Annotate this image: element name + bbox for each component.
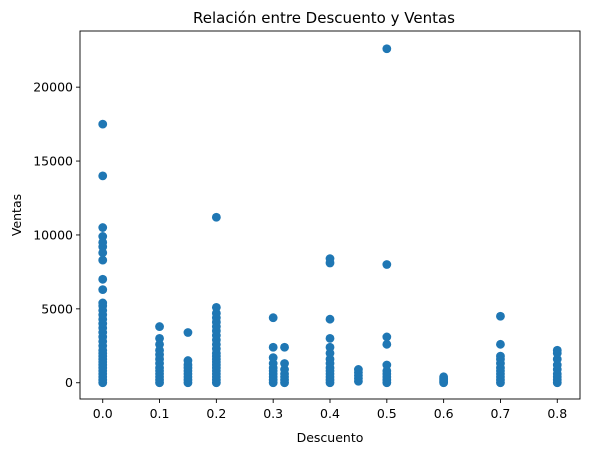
data-point (382, 339, 392, 349)
data-point (98, 223, 108, 232)
y-tick-label: 5000 (41, 301, 73, 316)
data-point (268, 313, 278, 323)
data-point (211, 302, 221, 312)
x-tick-label: 0.8 (547, 406, 567, 421)
data-point (325, 342, 335, 352)
x-tick-label: 0.1 (150, 406, 170, 421)
chart-title: Relación entre Descuento y Ventas (193, 9, 455, 27)
data-point (325, 254, 335, 263)
x-axis-label: Descuento (297, 430, 364, 445)
data-point (280, 342, 289, 352)
data-point (98, 232, 108, 241)
data-point (98, 285, 108, 295)
data-point (496, 339, 505, 349)
data-point (211, 212, 221, 222)
data-point (552, 345, 562, 355)
data-point (268, 353, 278, 363)
data-point (325, 314, 335, 324)
data-point (382, 260, 392, 269)
y-axis-ticks: 0 5000 10000 15000 20000 (33, 80, 80, 390)
x-axis-ticks: 0.0 0.1 0.2 0.3 0.4 0.5 0.6 0.7 0.8 (93, 399, 567, 421)
data-point (280, 359, 289, 368)
y-tick-label: 0 (65, 375, 73, 390)
data-point (155, 334, 164, 343)
data-point (496, 311, 505, 321)
x-tick-label: 0.2 (206, 406, 226, 421)
data-point (98, 171, 108, 181)
y-tick-label: 20000 (33, 80, 73, 95)
x-tick-label: 0.0 (93, 406, 113, 421)
data-point (439, 372, 449, 382)
data-point (98, 298, 108, 308)
data-point (98, 274, 108, 284)
data-point (98, 255, 108, 265)
data-point (382, 44, 392, 54)
x-tick-label: 0.3 (263, 406, 283, 421)
data-point (155, 322, 164, 331)
data-point (382, 360, 392, 370)
y-tick-label: 10000 (33, 227, 73, 242)
y-tick-label: 15000 (33, 154, 73, 169)
y-axis-label: Ventas (9, 194, 24, 236)
data-point (496, 351, 505, 361)
data-points (98, 44, 562, 388)
data-point (183, 328, 193, 337)
data-point (183, 356, 193, 365)
x-tick-label: 0.4 (320, 406, 340, 421)
x-tick-label: 0.5 (377, 406, 397, 421)
data-point (354, 365, 363, 374)
data-point (382, 332, 392, 342)
x-tick-label: 0.6 (434, 406, 454, 421)
data-point (98, 119, 108, 129)
x-tick-label: 0.7 (491, 406, 511, 421)
data-point (325, 334, 335, 343)
plot-frame (79, 30, 581, 400)
data-point (268, 342, 278, 352)
